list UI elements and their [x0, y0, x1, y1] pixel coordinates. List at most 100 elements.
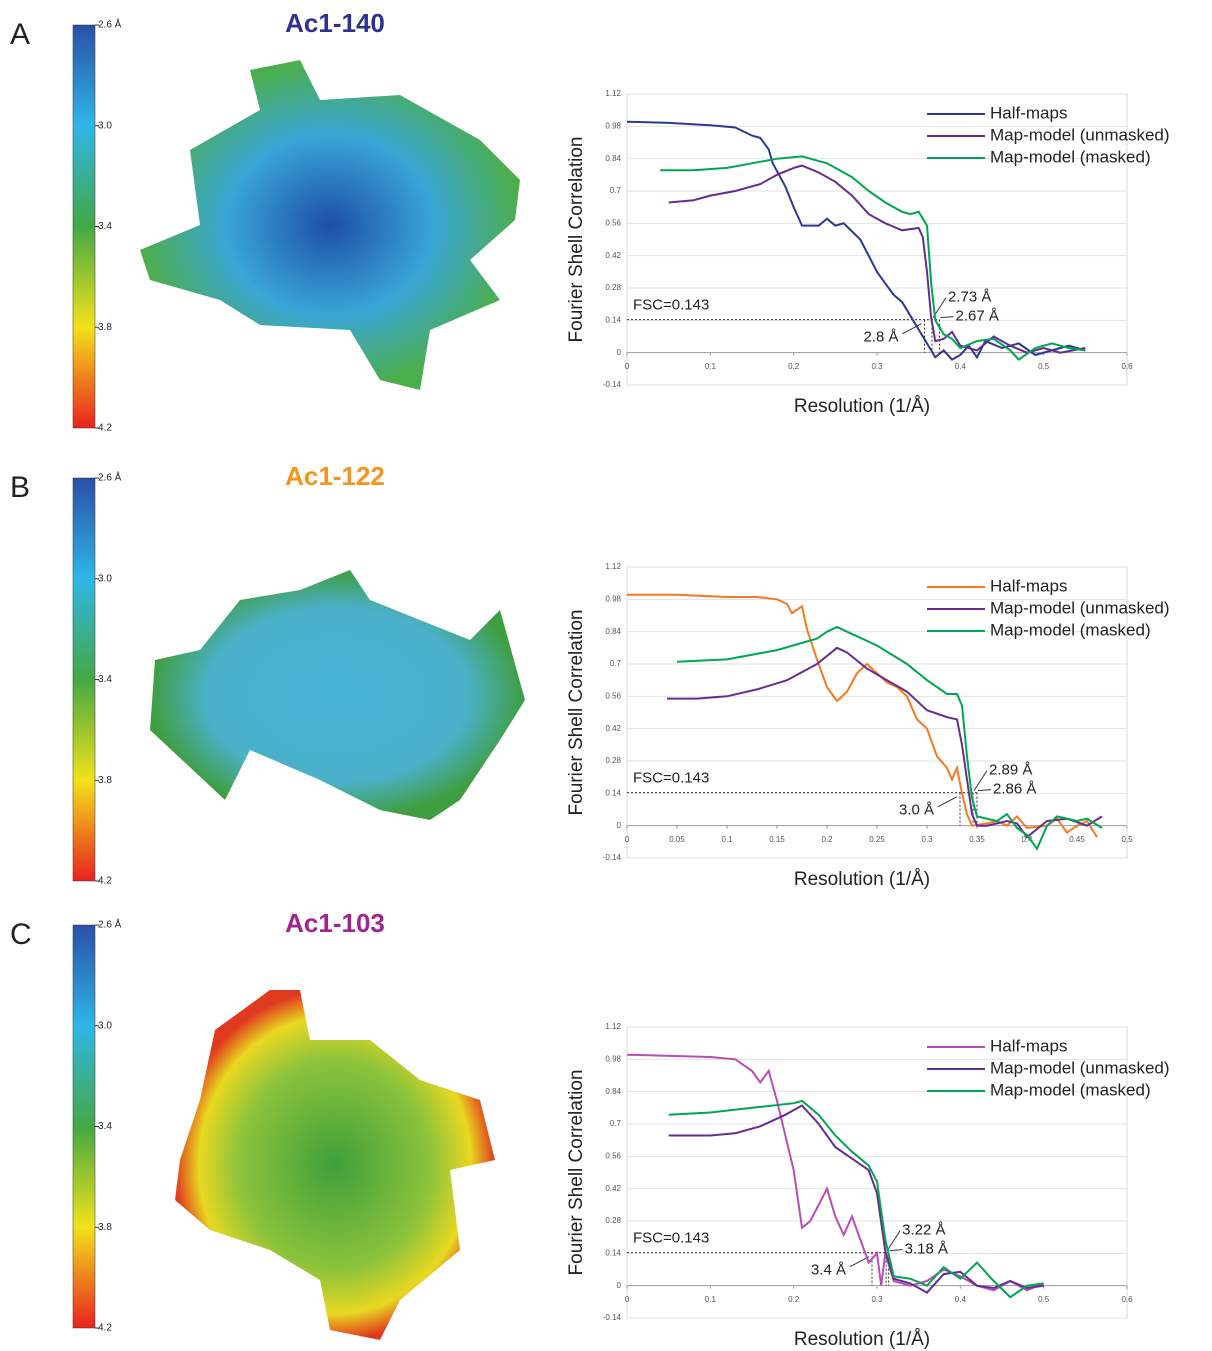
colorbar-tick-label: 3.0 [98, 1020, 112, 1031]
x-tick-label: 0.3 [871, 362, 883, 371]
y-tick-label: -0.14 [603, 853, 622, 862]
x-tick-label: 0.2 [821, 835, 833, 844]
colorbar [72, 24, 96, 429]
resolution-label: 2.67 Å [956, 308, 999, 325]
y-tick-label: 0.56 [605, 218, 621, 227]
fsc-line [627, 593, 1098, 838]
y-tick-label: 0.14 [605, 315, 621, 324]
legend-label: Map-model (unmasked) [990, 1058, 1170, 1077]
y-tick-label: 0.84 [605, 1087, 621, 1096]
y-tick-label: 0.42 [605, 251, 621, 260]
y-tick-label: 0.84 [605, 154, 621, 163]
colorbar-tick-label: 2.6 Å [98, 471, 122, 484]
y-tick-label: 0.98 [605, 121, 621, 130]
leader [886, 1230, 901, 1251]
x-tick-label: 0 [625, 1295, 630, 1304]
map-title: Ac1-122 [285, 461, 385, 491]
leader [849, 1256, 870, 1268]
y-tick-label: 1.12 [605, 89, 621, 98]
legend-label: Map-model (masked) [990, 147, 1151, 166]
colorbar-tick-label: 3.8 [98, 322, 112, 333]
resolution-label: 2.86 Å [993, 781, 1036, 798]
resolution-label: 2.8 Å [863, 329, 898, 346]
x-tick-label: 0.05 [669, 835, 685, 844]
fsc-line [626, 120, 1086, 361]
y-tick-label: 0.14 [605, 788, 621, 797]
x-tick-label: 0.5 [1038, 362, 1050, 371]
colorbar-tick-label: 3.4 [98, 1121, 112, 1132]
y-tick-label: 0.7 [610, 659, 622, 668]
resolution-label: 3.4 Å [811, 1262, 846, 1279]
panel-label: C [10, 918, 32, 951]
legend-label: Map-model (unmasked) [990, 598, 1170, 617]
x-tick-label: 0.2 [788, 362, 800, 371]
x-tick-label: 0.4 [955, 1295, 967, 1304]
x-tick-label: 0.6 [1121, 1295, 1133, 1304]
y-tick-label: 0.42 [605, 1184, 621, 1193]
y-tick-label: 0.7 [610, 186, 622, 195]
x-tick-label: 0.25 [869, 835, 885, 844]
leader [973, 770, 988, 791]
x-tick-label: 0.5 [1038, 1295, 1050, 1304]
y-tick-label: 0.7 [610, 1119, 622, 1128]
colorbar-tick-label: 3.0 [98, 120, 112, 131]
leader [889, 1249, 903, 1252]
y-tick-label: 0 [617, 1281, 622, 1290]
resolution-label: 3.0 Å [899, 802, 934, 819]
y-tick-label: 0 [617, 821, 622, 830]
threshold-label: FSC=0.143 [633, 770, 709, 787]
y-tick-label: 0.56 [605, 691, 621, 700]
fsc-line [668, 164, 1086, 354]
fsc-line [626, 1053, 1045, 1292]
panel-label: A [10, 18, 30, 51]
map-title: Ac1-140 [285, 8, 385, 38]
y-tick-label: 0.42 [605, 724, 621, 733]
y-axis-label: Fourier Shell Correlation [566, 1070, 587, 1276]
resolution-label: 3.22 Å [902, 1222, 945, 1239]
y-tick-label: -0.14 [603, 380, 622, 389]
colorbar-tick-label: 3.4 [98, 221, 112, 232]
colorbar [72, 924, 96, 1329]
y-tick-label: 0.56 [605, 1151, 621, 1160]
x-axis-label: Resolution (1/Å) [794, 869, 930, 890]
density-map [150, 570, 525, 820]
legend-label: Map-model (masked) [990, 1080, 1151, 1099]
x-tick-label: 0.3 [871, 1295, 883, 1304]
x-tick-label: 0.35 [969, 835, 985, 844]
x-tick-label: 0.2 [788, 1295, 800, 1304]
density-map [140, 60, 520, 390]
y-tick-label: 0.98 [605, 1054, 621, 1063]
fsc-line [668, 1099, 1044, 1299]
x-tick-label: 0.3 [921, 835, 933, 844]
colorbar-tick-label: 3.4 [98, 674, 112, 685]
y-tick-label: 0.84 [605, 627, 621, 636]
x-tick-label: 0.1 [705, 362, 717, 371]
x-axis-label: Resolution (1/Å) [794, 396, 930, 417]
leader [902, 323, 922, 335]
y-tick-label: 0.28 [605, 1216, 621, 1225]
y-axis-label: Fourier Shell Correlation [566, 610, 587, 816]
resolution-label: 2.89 Å [989, 762, 1032, 779]
density-map [175, 990, 495, 1340]
map-title: Ac1-103 [285, 908, 385, 938]
legend-label: Half-maps [990, 103, 1067, 122]
fsc-line [676, 625, 1103, 851]
colorbar-tick-label: 2.6 Å [98, 18, 122, 31]
leader [937, 796, 958, 808]
legend-label: Half-maps [990, 576, 1067, 595]
fsc-line [660, 155, 1086, 361]
colorbar-tick-label: 2.6 Å [98, 918, 122, 931]
x-tick-label: 0.4 [1021, 835, 1033, 844]
threshold-label: FSC=0.143 [633, 297, 709, 314]
x-tick-label: 0.6 [1121, 362, 1133, 371]
colorbar-tick-label: 3.0 [98, 573, 112, 584]
fsc-line [667, 646, 1103, 839]
x-tick-label: 0 [625, 835, 630, 844]
x-tick-label: 0.45 [1069, 835, 1085, 844]
colorbar-tick-label: 3.8 [98, 775, 112, 786]
x-tick-label: 0.15 [769, 835, 785, 844]
x-tick-label: 0.4 [955, 362, 967, 371]
y-tick-label: 1.12 [605, 562, 621, 571]
y-tick-label: 0.14 [605, 1248, 621, 1257]
